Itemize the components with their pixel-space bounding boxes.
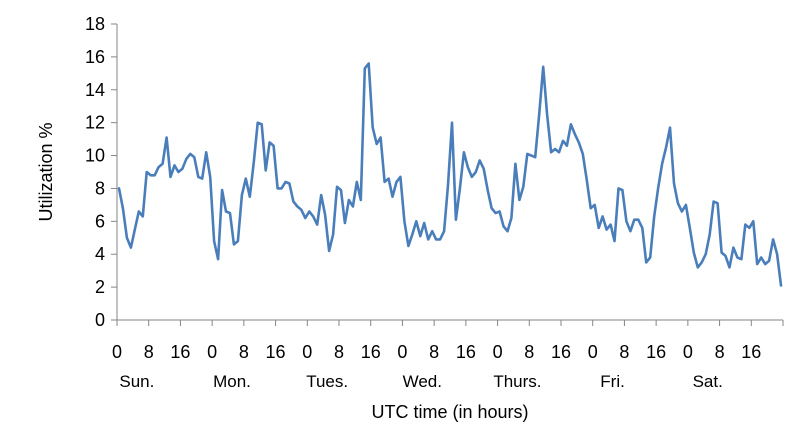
- x-axis-title: UTC time (in hours): [371, 402, 528, 422]
- y-tick-label: 2: [95, 277, 105, 297]
- y-tick-label: 8: [95, 178, 105, 198]
- x-tick-label: 0: [112, 342, 122, 362]
- day-label: Wed.: [403, 372, 442, 391]
- y-tick-label: 4: [95, 244, 105, 264]
- x-tick-label: 8: [715, 342, 725, 362]
- y-axis-ticks: 0 2 4 6 8 10 12 14 16 18: [85, 14, 117, 330]
- day-label: Thurs.: [493, 372, 541, 391]
- day-label: Tues.: [306, 372, 348, 391]
- y-tick-label: 0: [95, 310, 105, 330]
- y-tick-label: 16: [85, 47, 105, 67]
- day-label: Mon.: [213, 372, 251, 391]
- x-tick-label: 16: [551, 342, 571, 362]
- x-tick-label: 8: [524, 342, 534, 362]
- x-tick-label: 8: [144, 342, 154, 362]
- series-group: [117, 62, 783, 287]
- x-tick-label: 0: [683, 342, 693, 362]
- y-tick-label: 14: [85, 80, 105, 100]
- y-axis-title: Utilization %: [36, 122, 56, 221]
- x-tick-label: 16: [170, 342, 190, 362]
- x-tick-label: 8: [334, 342, 344, 362]
- x-tick-label: 8: [619, 342, 629, 362]
- x-tick-label: 16: [646, 342, 666, 362]
- y-tick-label: 12: [85, 113, 105, 133]
- x-tick-label: 0: [588, 342, 598, 362]
- y-tick-label: 6: [95, 211, 105, 231]
- x-tick-label: 16: [266, 342, 286, 362]
- day-label: Sat.: [693, 372, 723, 391]
- x-tick-label: 16: [361, 342, 381, 362]
- day-label: Fri.: [600, 372, 625, 391]
- utilization-series-line: [117, 62, 783, 287]
- x-tick-label: 0: [302, 342, 312, 362]
- y-tick-label: 18: [85, 14, 105, 34]
- x-tick-label: 8: [239, 342, 249, 362]
- x-axis-tick-labels: 0 8 16 0 8 16 0 8 16 0 8 16 0 8 16 0 8 16 0 8 16: [112, 342, 761, 362]
- day-labels: Sun. Mon. Tues. Wed. Thurs. Fri. Sat.: [119, 372, 722, 391]
- y-tick-label: 10: [85, 146, 105, 166]
- x-tick-label: 8: [429, 342, 439, 362]
- x-tick-label: 16: [456, 342, 476, 362]
- x-tick-label: 0: [493, 342, 503, 362]
- day-label: Sun.: [119, 372, 154, 391]
- x-tick-label: 16: [741, 342, 761, 362]
- x-axis-ticks: [116, 320, 784, 326]
- x-tick-label: 0: [207, 342, 217, 362]
- x-tick-label: 0: [397, 342, 407, 362]
